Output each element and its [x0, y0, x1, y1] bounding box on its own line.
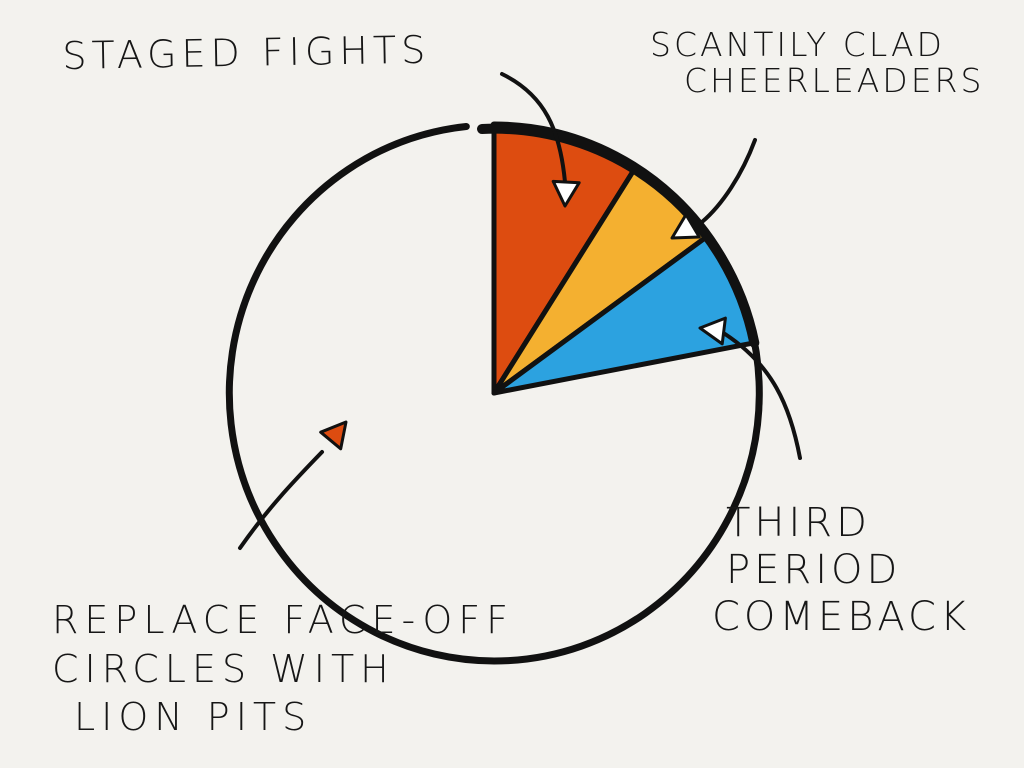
label-third-period-line-2: PERIOD	[726, 547, 902, 594]
label-staged-fights: STAGED FIGHTS	[61, 27, 431, 78]
arrow-staged-fights-head	[551, 179, 581, 208]
label-third-period-line-1: THIRD	[726, 500, 871, 546]
label-cheerleaders-line-1: SCANTILY CLAD	[650, 25, 945, 64]
arrow-third-period-head	[698, 316, 727, 346]
arrow-cheerleaders-head	[670, 213, 701, 240]
label-third-period-comeback: THIRD PERIOD COMEBACK	[712, 500, 970, 642]
arrow-lion-pits-shaft	[238, 450, 324, 550]
arrow-cheerleaders-shaft	[700, 138, 757, 224]
label-cheerleaders-line-2: CHEERLEADERS	[684, 60, 985, 100]
label-lion-pits-line-2: CIRCLES WITH	[52, 646, 395, 691]
label-staged-fights-line-1: STAGED FIGHTS	[61, 27, 431, 78]
label-lion-pits-line-1: REPLACE FACE-OFF	[52, 598, 514, 642]
arrow-lion-pits-head	[319, 420, 348, 451]
pie-rim	[477, 123, 760, 348]
label-lion-pits-line-3: LION PITS	[74, 695, 313, 740]
label-third-period-line-3: COMEBACK	[712, 594, 971, 641]
label-lion-pits: REPLACE FACE-OFF CIRCLES WITH LION PITS	[52, 596, 514, 742]
arrow-third-period-shaft	[723, 332, 802, 460]
arrow-staged-fights-shaft	[500, 72, 567, 184]
label-cheerleaders: SCANTILY CLAD CHEERLEADERS	[650, 27, 984, 98]
